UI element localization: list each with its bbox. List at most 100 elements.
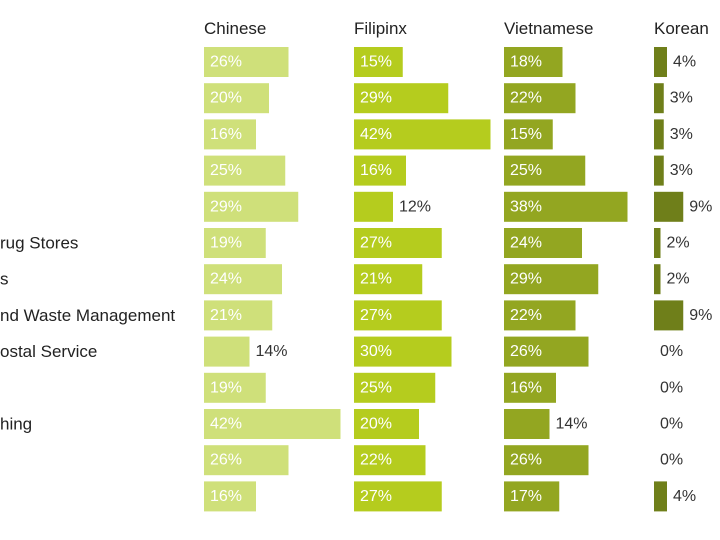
bar — [504, 336, 589, 367]
bar — [204, 119, 256, 150]
value-label: 19% — [210, 379, 242, 396]
value-label: 21% — [210, 307, 242, 324]
value-label: 26% — [210, 54, 242, 71]
value-label: 24% — [210, 271, 242, 288]
value-label: 22% — [360, 452, 392, 469]
value-label: 22% — [510, 90, 542, 107]
value-label: 27% — [360, 488, 392, 505]
value-label: 26% — [510, 343, 542, 360]
value-label: 17% — [510, 488, 542, 505]
value-label: 25% — [510, 162, 542, 179]
bar — [354, 83, 449, 114]
bar — [204, 228, 266, 258]
value-label: 4% — [673, 488, 696, 505]
value-label: 20% — [360, 416, 392, 433]
value-label: 14% — [256, 343, 288, 360]
value-label: 26% — [210, 452, 242, 469]
bar — [504, 47, 563, 77]
value-label: 12% — [399, 198, 431, 215]
column-header: Chinese — [204, 19, 266, 38]
bar — [654, 481, 667, 512]
bar — [354, 372, 436, 403]
value-label: 0% — [660, 452, 683, 469]
bar — [204, 445, 289, 476]
value-label: 29% — [210, 198, 242, 215]
value-label: 24% — [510, 235, 542, 252]
value-label: 0% — [660, 379, 683, 396]
value-label: 0% — [660, 343, 683, 360]
bar — [354, 409, 419, 439]
row-label: nd Waste Management — [0, 306, 175, 325]
value-label: 16% — [510, 379, 542, 396]
bar — [204, 409, 341, 439]
bar — [354, 119, 491, 150]
value-label: 2% — [667, 235, 690, 252]
bar — [654, 300, 684, 331]
column-header: Filipinx — [354, 19, 407, 38]
bar — [654, 228, 661, 258]
value-label: 9% — [689, 198, 712, 215]
value-label: 4% — [673, 54, 696, 71]
row-label: rug Stores — [0, 234, 78, 253]
value-label: 42% — [210, 416, 242, 433]
value-label: 15% — [360, 54, 392, 71]
value-label: 20% — [210, 90, 242, 107]
bar — [654, 83, 664, 114]
bar — [504, 228, 582, 258]
value-label: 29% — [360, 90, 392, 107]
column-header: Vietnamese — [504, 19, 593, 38]
bar — [354, 300, 442, 331]
row-label: ostal Service — [0, 342, 97, 361]
value-label: 2% — [667, 271, 690, 288]
value-label: 26% — [510, 452, 542, 469]
value-label: 16% — [210, 126, 242, 143]
bar — [354, 155, 406, 186]
value-label: 30% — [360, 343, 392, 360]
bar — [204, 264, 282, 295]
value-label: 22% — [510, 307, 542, 324]
bar — [654, 155, 664, 186]
bar — [354, 228, 442, 258]
bar — [204, 336, 250, 367]
bar — [354, 445, 426, 476]
bar — [204, 47, 289, 77]
value-label: 3% — [670, 162, 693, 179]
bar — [504, 372, 556, 403]
bar — [504, 445, 589, 476]
bar — [504, 191, 628, 222]
bar — [504, 155, 586, 186]
bar — [504, 119, 553, 150]
column-header: Korean — [654, 19, 709, 38]
bar — [654, 191, 684, 222]
value-label: 18% — [510, 54, 542, 71]
bar — [354, 481, 442, 512]
bar — [354, 264, 423, 295]
row-label: hing — [0, 415, 32, 434]
bar — [654, 264, 661, 295]
bar — [204, 83, 269, 114]
value-label: 29% — [510, 271, 542, 288]
bar — [504, 409, 550, 439]
value-label: 16% — [210, 488, 242, 505]
value-label: 25% — [360, 379, 392, 396]
value-label: 25% — [210, 162, 242, 179]
value-label: 19% — [210, 235, 242, 252]
value-label: 14% — [556, 416, 588, 433]
value-label: 27% — [360, 307, 392, 324]
value-label: 3% — [670, 126, 693, 143]
bar — [204, 481, 256, 512]
bar — [354, 336, 452, 367]
bar — [654, 47, 667, 77]
bar — [504, 264, 599, 295]
row-label: s — [0, 270, 9, 289]
bar — [504, 481, 560, 512]
bar — [204, 155, 286, 186]
bar — [204, 191, 299, 222]
bar — [504, 300, 576, 331]
value-label: 38% — [510, 198, 542, 215]
value-label: 3% — [670, 90, 693, 107]
value-label: 16% — [360, 162, 392, 179]
bar — [504, 83, 576, 114]
value-label: 0% — [660, 416, 683, 433]
